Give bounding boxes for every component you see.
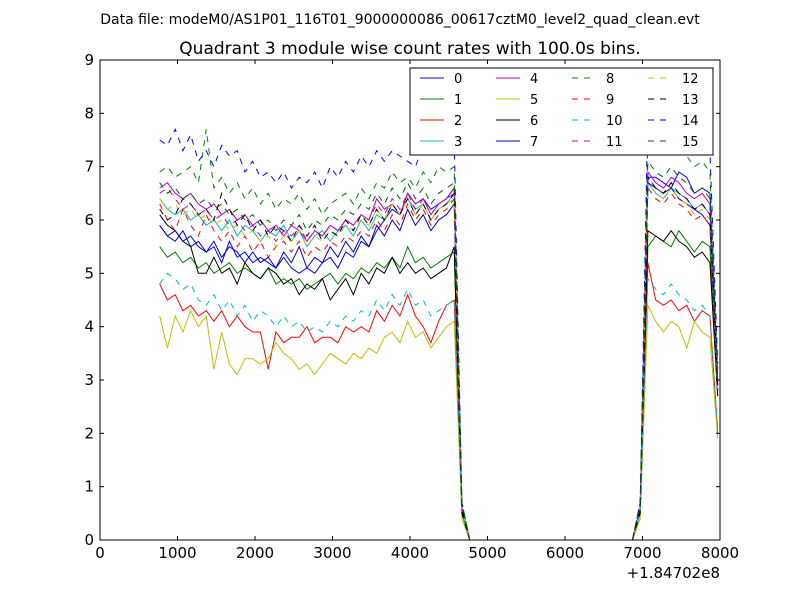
legend-label-2: 2 <box>454 114 462 129</box>
legend-label-5: 5 <box>530 93 538 108</box>
legend-label-3: 3 <box>454 135 462 150</box>
legend-label-15: 15 <box>682 135 699 150</box>
y-tick-label: 8 <box>84 104 94 122</box>
legend-label-6: 6 <box>530 114 538 129</box>
axis-tick-labels: 0 1000 2000 3000 4000 5000 6000 7000 80000123456… <box>84 51 739 562</box>
series-10-line <box>159 272 719 541</box>
x-tick-label: 0 <box>95 544 105 562</box>
x-tick-label: 4000 <box>391 544 429 562</box>
axis-ticks <box>99 59 721 541</box>
y-tick-label: 7 <box>84 158 94 176</box>
legend-label-0: 0 <box>454 72 462 87</box>
x-tick-label: 7000 <box>623 544 661 562</box>
series-11-line <box>159 175 719 541</box>
plot-frame <box>99 59 721 541</box>
legend-label-10: 10 <box>606 114 623 129</box>
x-tick-label: 5000 <box>468 544 506 562</box>
y-tick-label: 2 <box>84 424 94 442</box>
y-tick-label: 0 <box>84 531 94 549</box>
x-offset-label: +1.84702e8 <box>627 564 720 582</box>
legend-label-1: 1 <box>454 93 462 108</box>
legend-label-4: 4 <box>530 72 538 87</box>
x-tick-label: 6000 <box>546 544 584 562</box>
legend-label-12: 12 <box>682 72 699 87</box>
y-tick-label: 6 <box>84 211 94 229</box>
y-tick-label: 5 <box>84 264 94 282</box>
legend-label-14: 14 <box>682 114 699 129</box>
x-tick-label: 8000 <box>701 544 739 562</box>
suptitle: Data file: modeM0/AS1P01_116T01_90000000… <box>100 12 700 28</box>
x-tick-label: 3000 <box>313 544 351 562</box>
y-tick-label: 3 <box>84 371 94 389</box>
legend-label-8: 8 <box>606 72 614 87</box>
legend-label-13: 13 <box>682 93 699 108</box>
x-tick-label: 2000 <box>236 544 274 562</box>
legend-label-11: 11 <box>606 135 623 150</box>
legend-frame <box>409 67 714 156</box>
legend-label-9: 9 <box>606 93 614 108</box>
chart-title: Quadrant 3 module wise count rates with … <box>179 39 640 59</box>
legend-label-7: 7 <box>530 135 538 150</box>
y-tick-label: 9 <box>84 51 94 69</box>
y-tick-label: 1 <box>84 478 94 496</box>
y-tick-label: 4 <box>84 318 94 336</box>
x-tick-label: 1000 <box>158 544 196 562</box>
